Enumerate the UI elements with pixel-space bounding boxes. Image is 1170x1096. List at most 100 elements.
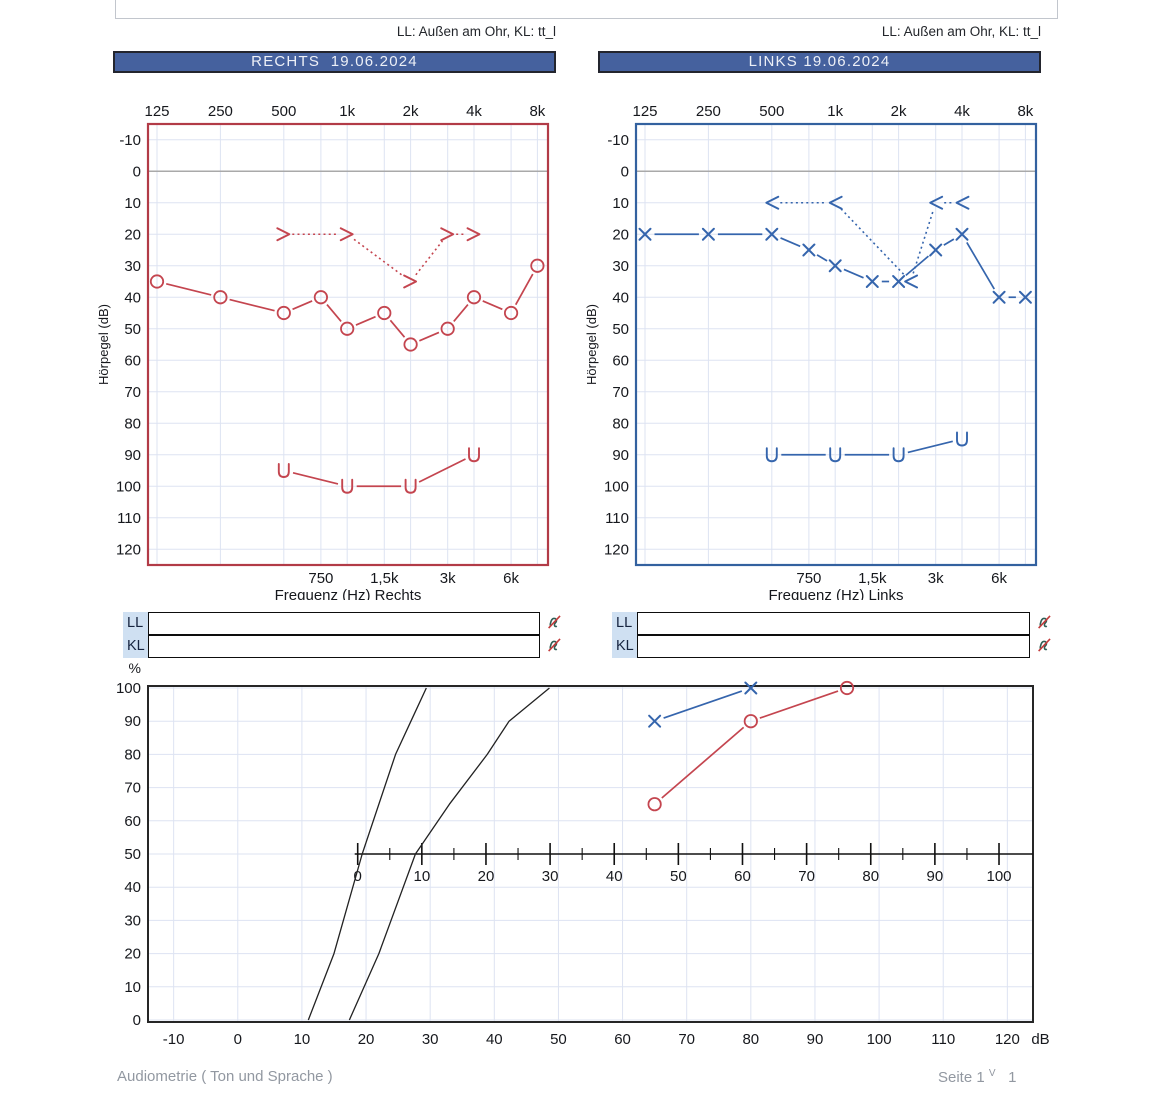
knochenleitung-point	[955, 195, 970, 210]
tick-label: 60	[734, 868, 751, 885]
tick-label: 60	[124, 813, 141, 830]
knochenleitung-point	[765, 195, 780, 210]
tick-label: 90	[124, 713, 141, 730]
knochenleitung-point	[828, 195, 843, 210]
tick-label: 10	[612, 195, 629, 212]
tick-label: 2k	[403, 103, 419, 120]
tick-label: 125	[632, 103, 657, 120]
knochenleitung-point	[339, 227, 354, 242]
tick-label: 40	[612, 289, 629, 306]
tick-label: 20	[358, 1031, 375, 1048]
tick-label: 70	[612, 384, 629, 401]
tick-label: 40	[606, 868, 623, 885]
audiogram-links-chart: 125 250 500 1k 2k 4k 8k 750 1,5k 3k 6k -10 0 10 20 30 40…	[584, 103, 1038, 600]
audio-muted-icon[interactable]	[547, 614, 562, 635]
kl-input-rechts[interactable]	[148, 635, 540, 658]
luftleitung-point	[802, 243, 816, 257]
tick-label: 1,5k	[858, 570, 887, 587]
ll-input-rechts[interactable]	[148, 612, 540, 635]
luftleitung-point	[313, 290, 328, 305]
plot-border	[146, 122, 550, 567]
tick-label: 6k	[503, 570, 519, 587]
knochenleitung-point	[904, 274, 919, 289]
audio-muted-icon[interactable]	[1037, 614, 1052, 635]
footer-title: Audiometrie ( Ton und Sprache )	[117, 1068, 333, 1085]
tick-label: 50	[670, 868, 687, 885]
tick-label: 40	[486, 1031, 503, 1048]
unbehaglichkeit-point	[277, 463, 290, 478]
tick-label: 1,5k	[370, 570, 399, 587]
sprache-rechts-point	[839, 680, 855, 696]
tick-label: 8k	[529, 103, 545, 120]
tick-label: 110	[117, 510, 141, 527]
tick-label: 110	[931, 1031, 955, 1048]
unbehaglichkeit-point	[341, 478, 354, 494]
percent-label: %	[129, 660, 141, 676]
top-field[interactable]	[115, 0, 1058, 19]
tick-label: 250	[208, 103, 233, 120]
tick-label: 30	[542, 868, 559, 885]
unbehaglichkeit-point	[468, 447, 480, 463]
db-unit-label: dB	[1031, 1031, 1049, 1048]
tick-label: 50	[612, 321, 629, 338]
luftleitung-point	[955, 227, 969, 241]
unbehaglichkeit-point	[956, 431, 968, 447]
luftleitung-point	[440, 321, 455, 336]
tick-label: 120	[995, 1031, 1020, 1048]
header-links: LINKS 19.06.2024	[598, 51, 1041, 73]
tick-label: -10	[119, 132, 141, 149]
sprache-links-line	[663, 690, 743, 719]
tick-label: 500	[759, 103, 784, 120]
tick-label: 500	[271, 103, 296, 120]
tick-label: 750	[308, 570, 333, 587]
kl-label-links: KL	[612, 635, 637, 658]
ll-input-links[interactable]	[637, 612, 1030, 635]
tick-label: 90	[927, 868, 944, 885]
tick-label: 40	[124, 289, 141, 306]
tick-label: 125	[144, 103, 169, 120]
tick-label: 20	[478, 868, 495, 885]
tick-label: 90	[807, 1031, 824, 1048]
tick-label: 50	[124, 846, 141, 863]
audio-muted-icon[interactable]	[1037, 637, 1052, 658]
luftleitung-point	[765, 227, 779, 241]
tick-label: 40	[124, 879, 141, 896]
coupling-note-left-ear: LL: Außen am Ohr, KL: tt_l	[881, 24, 1041, 39]
tick-label: 2k	[891, 103, 907, 120]
unbehaglichkeit-line	[292, 458, 466, 488]
unbehaglichkeit-line	[781, 440, 953, 456]
tick-label: 0	[354, 868, 362, 885]
kl-input-links[interactable]	[637, 635, 1030, 658]
tick-label: 70	[124, 780, 141, 797]
tick-label: 80	[742, 1031, 759, 1048]
footer-page-label: Seite 1	[938, 1069, 985, 1086]
luftleitung-point	[701, 227, 715, 241]
tick-label: 10	[124, 195, 141, 212]
header-rechts: RECHTS 19.06.2024	[113, 51, 556, 73]
tick-label: 90	[612, 447, 629, 464]
tick-label: 70	[124, 384, 141, 401]
luftleitung-point	[213, 290, 228, 305]
luftleitung-point	[149, 274, 165, 289]
tick-label: 1k	[339, 103, 355, 120]
footer-page-sup: V	[988, 1068, 996, 1079]
knochenleitung-point	[403, 274, 418, 289]
tick-label: 30	[124, 912, 141, 929]
tick-label: 120	[604, 541, 629, 558]
audio-muted-icon[interactable]	[547, 637, 562, 658]
tick-label: 50	[124, 321, 141, 338]
unbehaglichkeit-point	[892, 447, 905, 463]
tick-label: 60	[612, 352, 629, 369]
tick-label: 4k	[466, 103, 482, 120]
normkurve-zahlen	[307, 687, 427, 1021]
tick-label: 4k	[954, 103, 970, 120]
kl-label-rechts: KL	[123, 635, 148, 658]
unbehaglichkeit-point	[765, 447, 778, 463]
luftleitung-point	[503, 305, 519, 321]
unbehaglichkeit-point	[404, 478, 417, 494]
tick-label: 100	[986, 868, 1011, 885]
luftleitung-point	[1018, 290, 1032, 304]
plot-border	[634, 122, 1038, 567]
